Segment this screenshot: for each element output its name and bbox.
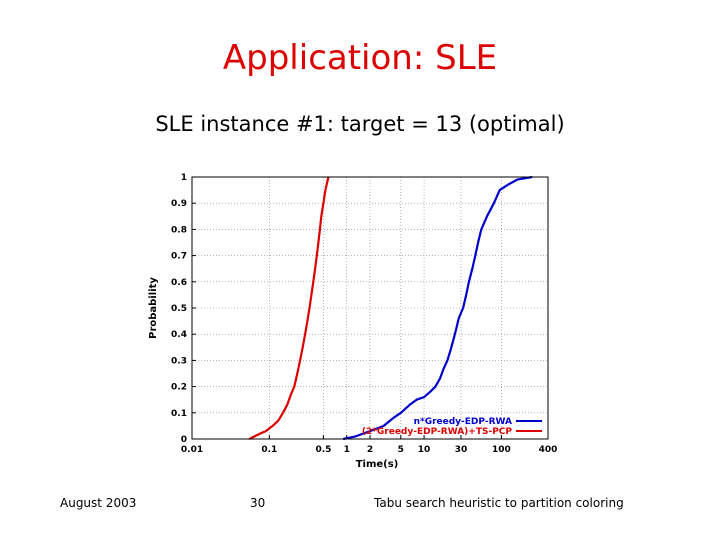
slide-title: Application: SLE [222,38,498,78]
probability-chart: 0.01 0.1 0.5 1 2 5 10 30 100 400 0 0.1 0.2 0.3 0.4 0.5 0… [148,173,557,470]
plot-frame [191,176,549,440]
slide-subtitle: SLE instance #1: target = 13 (optimal) [155,112,565,136]
y-tick-label: 0.6 [171,278,187,288]
x-tick-label: 30 [455,445,468,455]
series-line-2 [248,176,330,440]
tick-layer: 0.01 0.1 0.5 1 2 5 10 30 100 400 0 0.1 0.2 0.3 0.4 0.5 0… [171,173,557,455]
x-tick-label: 5 [398,445,404,455]
x-tick-label: 1 [344,445,350,455]
series-layer [248,175,533,441]
y-tick-label: 0.5 [171,304,187,314]
grid-layer [192,177,548,439]
legend: n*Greedy-EDP-RWA(2*Greedy-EDP-RWA)+TS-PC… [362,417,542,437]
footer-topic: Tabu search heuristic to partition color… [374,496,624,510]
series-line-1 [342,175,533,441]
x-tick-label: 10 [418,445,431,455]
x-tick-label: 2 [367,445,373,455]
y-tick-label: 0 [181,435,187,445]
y-axis-title: Probability [148,277,159,339]
y-tick-label: 0.9 [171,199,187,209]
y-tick-label: 1 [181,173,187,183]
y-tick-label: 0.4 [171,330,187,340]
x-tick-label: 100 [492,445,511,455]
x-tick-label: 400 [539,445,558,455]
y-tick-label: 0.2 [171,383,187,393]
y-tick-label: 0.1 [171,409,187,419]
y-tick-label: 0.8 [171,225,187,235]
x-tick-label: 0.5 [315,445,331,455]
legend-label-2: (2*Greedy-EDP-RWA)+TS-PCP [362,427,513,437]
footer-date: August 2003 [60,496,137,510]
y-tick-label: 0.7 [171,252,187,262]
x-tick-label: 0.01 [181,445,203,455]
legend-label-1: n*Greedy-EDP-RWA [414,417,512,427]
footer-page-number: 30 [250,496,266,510]
x-axis-title: Time(s) [356,459,399,470]
y-tick-label: 0.3 [171,356,187,366]
x-tick-label: 0.1 [261,445,277,455]
